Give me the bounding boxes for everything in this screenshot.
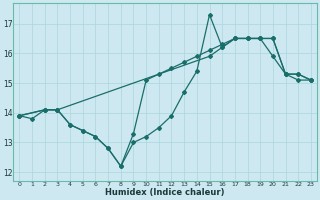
X-axis label: Humidex (Indice chaleur): Humidex (Indice chaleur) (105, 188, 225, 197)
